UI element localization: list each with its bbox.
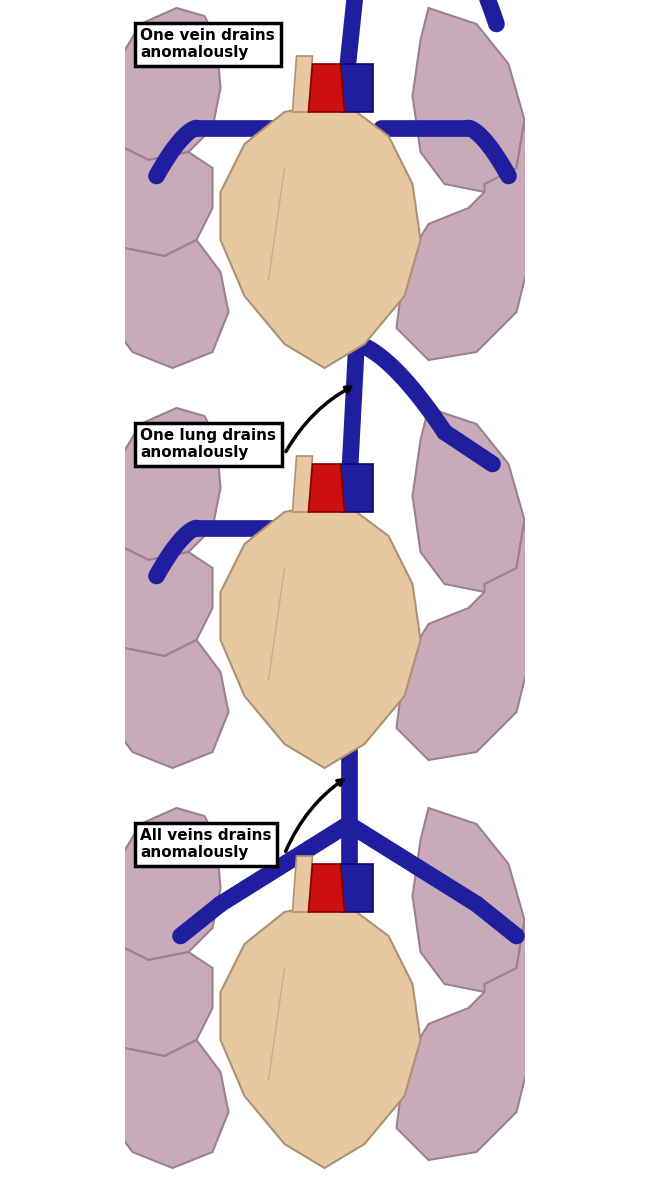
Polygon shape <box>341 64 373 112</box>
Polygon shape <box>397 120 532 360</box>
Polygon shape <box>413 8 524 192</box>
Text: One vein drains
anomalously: One vein drains anomalously <box>140 28 275 60</box>
Polygon shape <box>108 408 221 560</box>
Polygon shape <box>341 864 373 912</box>
Polygon shape <box>397 920 532 1160</box>
Text: One lung drains
anomalously: One lung drains anomalously <box>140 428 276 461</box>
Polygon shape <box>341 464 373 512</box>
Polygon shape <box>108 8 221 160</box>
Polygon shape <box>221 104 421 368</box>
Polygon shape <box>108 944 212 1056</box>
Polygon shape <box>101 224 228 368</box>
Polygon shape <box>413 808 524 992</box>
Polygon shape <box>293 456 313 512</box>
Polygon shape <box>108 808 221 960</box>
Polygon shape <box>308 64 345 112</box>
Polygon shape <box>101 1024 228 1168</box>
Polygon shape <box>108 544 212 656</box>
Polygon shape <box>293 56 313 112</box>
Polygon shape <box>413 408 524 592</box>
Polygon shape <box>308 864 345 912</box>
Polygon shape <box>221 504 421 768</box>
Polygon shape <box>221 904 421 1168</box>
Polygon shape <box>308 464 345 512</box>
Text: All veins drains
anomalously: All veins drains anomalously <box>140 828 272 860</box>
Polygon shape <box>108 144 212 256</box>
Polygon shape <box>293 856 313 912</box>
Polygon shape <box>397 520 532 760</box>
Polygon shape <box>101 624 228 768</box>
